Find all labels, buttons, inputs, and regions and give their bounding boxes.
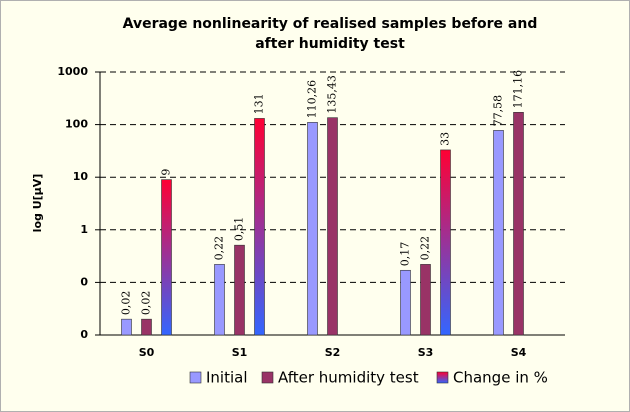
x-tick-label: S0 [139,346,155,359]
x-tick-label: S4 [511,346,527,359]
legend-marker [189,371,202,384]
bar [513,112,524,336]
data-label: 0,02 [140,291,153,316]
y-tick-label: 0 [80,275,88,288]
bar [161,179,172,336]
data-label: 33 [439,132,452,146]
bar [420,264,431,336]
legend-marker [436,371,449,384]
bar [493,130,504,336]
y-tick-label: 100 [65,118,88,131]
bar [254,118,265,336]
y-tick-label: 1000 [57,65,88,78]
data-label: 171,16 [512,70,525,109]
data-label: 0,17 [399,242,412,267]
data-label: 0,02 [120,291,133,316]
data-label: 131 [253,93,266,114]
legend-label: Initial [206,369,248,387]
x-tick-label: S1 [232,346,248,359]
x-tick-label: S2 [325,346,341,359]
legend-label: After humidity test [278,369,419,387]
bar [141,318,152,336]
data-label: 77,58 [492,95,505,127]
data-label: 9 [160,169,173,176]
bar [307,122,318,336]
data-label: 135,43 [326,75,339,114]
y-axis-label: log U[µV] [31,174,44,233]
data-label: 0,51 [233,217,246,242]
bar [327,117,338,336]
y-tick-label: 1 [80,223,88,236]
legend-marker [261,371,274,384]
bar [400,269,411,336]
chart-title: Average nonlinearity of realised samples… [123,16,538,32]
data-label: 0,22 [213,236,226,261]
x-tick-label: S3 [418,346,434,359]
legend-label: Change in % [453,369,548,387]
bar [440,149,451,336]
y-tick-label: 10 [73,170,89,183]
data-label: 0,22 [419,236,432,261]
y-tick-label: 0 [80,328,88,341]
bar [214,264,225,336]
data-label: 110,26 [306,80,319,119]
chart-title: after humidity test [255,36,405,52]
bar [121,318,132,336]
bar [234,244,245,336]
